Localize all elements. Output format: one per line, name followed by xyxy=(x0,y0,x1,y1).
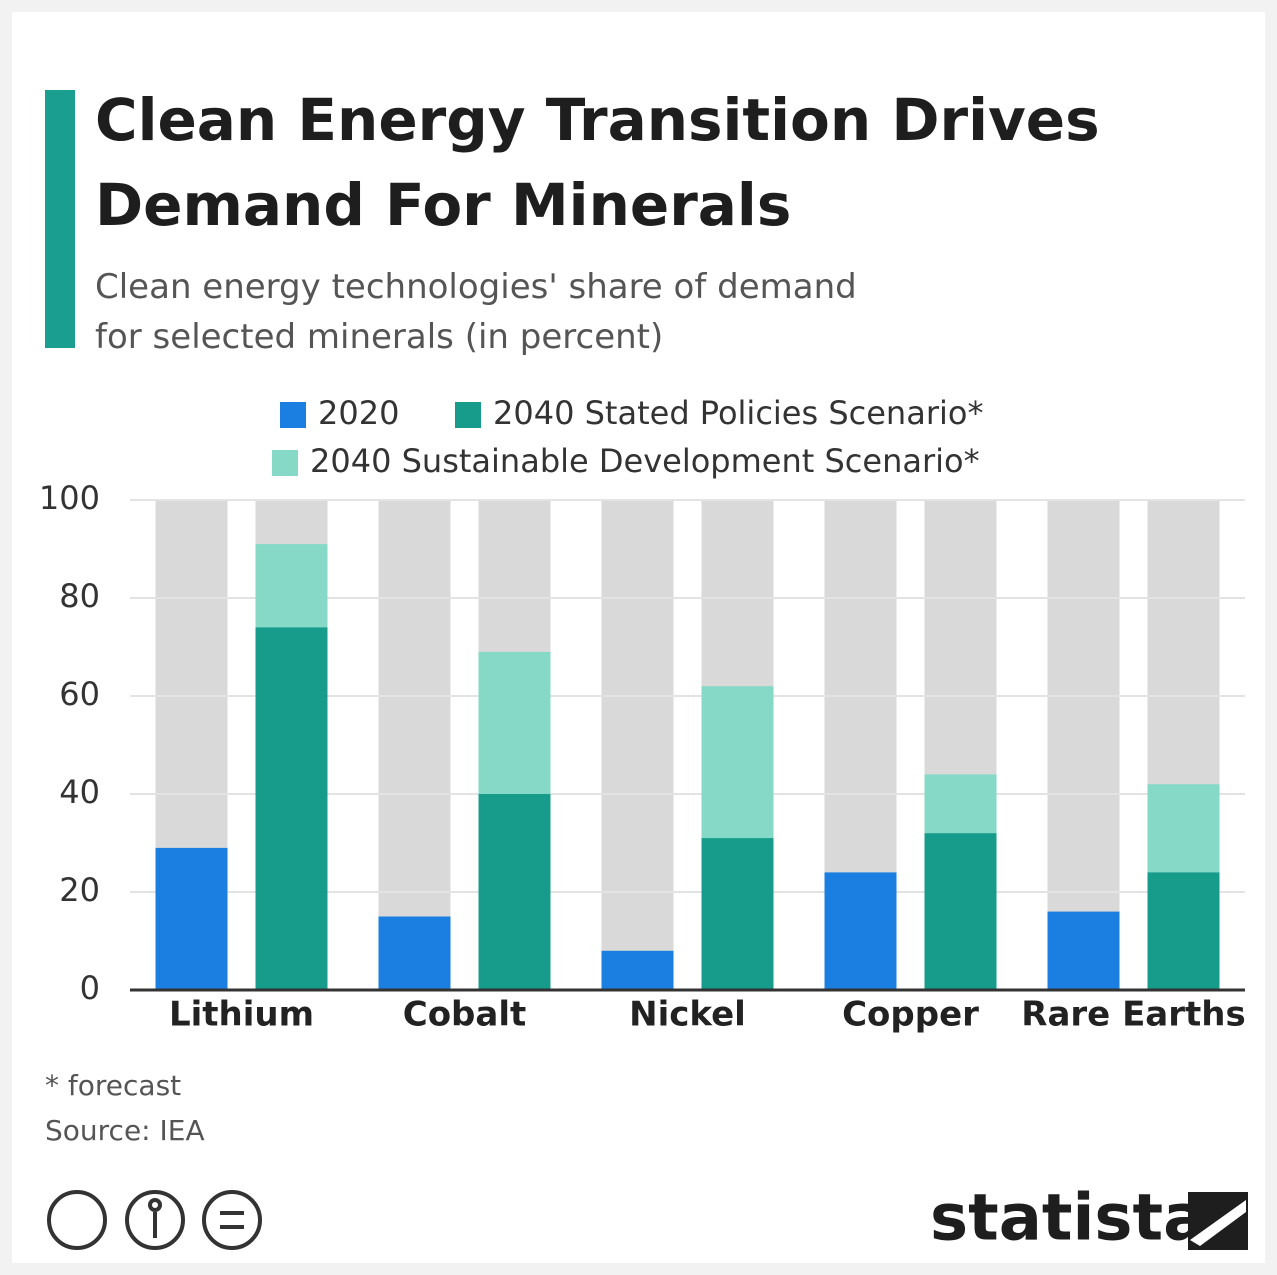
y-tick-label: 80 xyxy=(59,577,100,615)
source: Source: IEA xyxy=(45,1114,205,1147)
bar xyxy=(378,916,451,990)
bar-background xyxy=(601,500,674,990)
legend-label: 2020 xyxy=(318,394,399,432)
y-tick-label: 60 xyxy=(59,675,100,713)
chart-subtitle: for selected minerals (in percent) xyxy=(95,317,663,357)
legend-swatch xyxy=(280,402,306,428)
y-tick-label: 20 xyxy=(59,871,100,909)
bar xyxy=(1147,872,1220,990)
x-tick-label: Nickel xyxy=(629,995,746,1035)
bar xyxy=(255,627,328,990)
chart-title: Clean Energy Transition Drives xyxy=(95,86,1100,154)
x-tick-label: Rare Earths xyxy=(1021,995,1245,1035)
bar xyxy=(1047,911,1120,990)
y-tick-label: 100 xyxy=(39,479,100,517)
x-tick-label: Cobalt xyxy=(403,995,527,1035)
x-tick-label: Lithium xyxy=(169,995,314,1035)
legend-swatch xyxy=(272,450,298,476)
x-tick-label: Copper xyxy=(842,995,979,1035)
bar xyxy=(155,847,228,990)
footnote: * forecast xyxy=(45,1069,181,1102)
bar xyxy=(701,838,774,990)
bar xyxy=(824,872,897,990)
bar xyxy=(478,794,551,990)
legend-label: 2040 Sustainable Development Scenario* xyxy=(310,442,980,480)
bar xyxy=(601,950,674,990)
legend-swatch xyxy=(455,402,481,428)
bar-background xyxy=(1047,500,1120,990)
chart-subtitle: Clean energy technologies' share of dema… xyxy=(95,267,857,307)
brand-icon xyxy=(1188,1192,1248,1250)
license-icons xyxy=(47,1190,262,1250)
bar xyxy=(924,833,997,990)
chart-title: Demand For Minerals xyxy=(95,171,791,239)
y-tick-label: 40 xyxy=(59,773,100,811)
legend-label: 2040 Stated Policies Scenario* xyxy=(493,394,983,432)
brand-logo: statista xyxy=(930,1182,1206,1256)
bar-background xyxy=(378,500,451,990)
y-tick-label: 0 xyxy=(80,969,100,1007)
title-accent xyxy=(45,90,75,348)
